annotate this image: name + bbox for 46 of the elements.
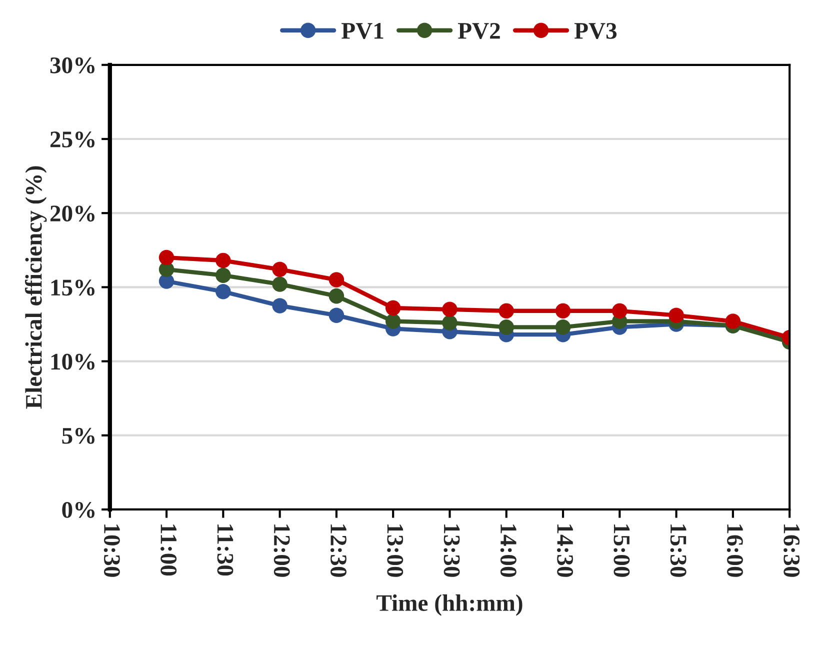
x-tick-label: 11:30	[217, 524, 234, 576]
legend-label: PV2	[458, 22, 500, 39]
point	[328, 288, 344, 304]
y-tick-label: 0%	[62, 502, 94, 518]
x-tick-label: 15:00	[614, 524, 630, 577]
point	[498, 320, 514, 335]
point	[442, 315, 458, 330]
point	[216, 284, 231, 300]
y-tick-label: 30%	[50, 57, 94, 74]
point	[555, 320, 571, 335]
legend-label: PV1	[342, 23, 384, 39]
x-tick-label: 12:30	[330, 524, 346, 577]
y-axis-title: Electrical efficiency (%)	[24, 166, 47, 409]
point	[498, 303, 514, 319]
x-tick-label: 12:00	[274, 524, 290, 577]
point	[668, 308, 684, 323]
point	[216, 252, 231, 268]
point	[328, 272, 344, 288]
point	[385, 300, 401, 316]
point	[385, 314, 401, 329]
point	[725, 314, 741, 329]
point	[216, 268, 231, 283]
x-tick-label: 11:00	[160, 524, 177, 576]
point	[328, 308, 344, 323]
x-tick-label: 16:00	[726, 524, 743, 577]
point	[272, 298, 288, 314]
x-tick-label: 13:00	[387, 524, 404, 577]
y-tick-label: 25%	[50, 131, 94, 148]
y-tick-label: 5%	[62, 428, 94, 444]
y-tick-label: 15%	[51, 280, 94, 296]
point	[272, 262, 288, 278]
point	[272, 276, 288, 292]
legend-label: PV3	[574, 22, 617, 39]
point	[555, 303, 571, 319]
point	[612, 303, 628, 319]
y-tick-label: 20%	[50, 206, 94, 222]
x-axis-title: Time (hh:mm)	[376, 594, 522, 616]
point	[158, 250, 174, 266]
x-tick-label: 15:30	[670, 524, 686, 577]
x-tick-label: 13:30	[444, 524, 460, 577]
x-tick-label: 14:00	[500, 524, 516, 577]
point	[442, 302, 458, 318]
x-tick-label: 16:30	[784, 524, 800, 577]
y-tick-label: 10%	[51, 354, 94, 370]
x-tick-label: 14:30	[557, 524, 574, 577]
x-tick-label: 10:30	[104, 524, 120, 577]
